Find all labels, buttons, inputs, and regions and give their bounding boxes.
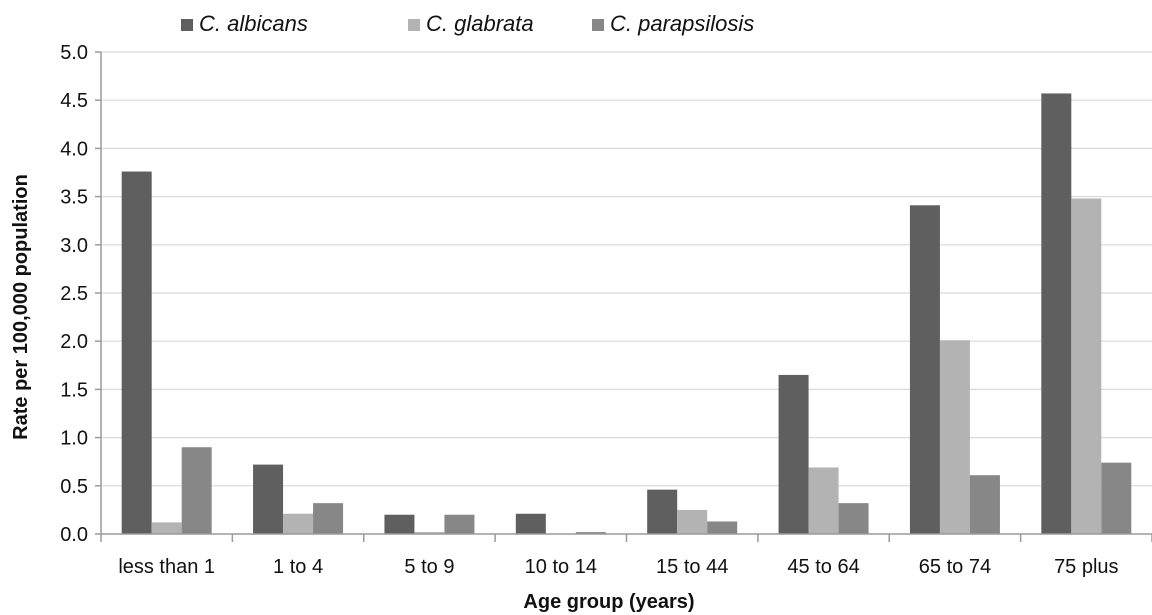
bar [647, 489, 678, 534]
x-tick-label: 65 to 74 [919, 556, 991, 578]
bar [181, 447, 212, 534]
bar [707, 521, 738, 534]
bar [939, 340, 970, 534]
y-tick-label: 3.5 [60, 187, 88, 209]
tick-labels: 0.0 0.5 1.0 1.5 2.0 2.5 3.0 3.5 4.0 4.5 5.0 less th… [60, 42, 1118, 578]
legend-item: C. parapsilosis [592, 11, 754, 36]
bar [1071, 198, 1102, 534]
bars [121, 93, 1132, 535]
y-tick-label: 3.0 [60, 235, 88, 257]
bar [283, 513, 314, 534]
y-axis-title: Rate per 100,000 population [10, 174, 32, 440]
legend-swatch [408, 19, 420, 31]
y-tick-label: 1.0 [60, 428, 88, 450]
x-tick-label: 75 plus [1054, 556, 1119, 578]
x-tick-label: less than 1 [118, 556, 215, 578]
y-tick-label: 0.5 [60, 476, 88, 498]
legend-swatch [181, 19, 193, 31]
axes [95, 51, 1152, 542]
legend-label: C. parapsilosis [610, 11, 754, 36]
bar [909, 205, 940, 534]
bar [778, 374, 809, 534]
bar [838, 503, 869, 534]
legend: C. albicans C. glabrata C. parapsilosis [181, 11, 754, 36]
x-tick-label: 10 to 14 [525, 556, 597, 578]
bar [515, 513, 546, 534]
gridlines [101, 51, 1152, 487]
y-tick-label: 4.5 [60, 90, 88, 112]
legend-label: C. glabrata [426, 11, 534, 36]
bar [414, 532, 445, 534]
y-tick-label: 2.0 [60, 331, 88, 353]
legend-item: C. glabrata [408, 11, 534, 36]
y-tick-label: 0.0 [60, 524, 88, 546]
bar [121, 171, 152, 534]
bar [1101, 462, 1132, 534]
legend-item: C. albicans [181, 11, 308, 36]
y-tick-label: 4.0 [60, 138, 88, 160]
bar [151, 522, 182, 534]
x-tick-label: 45 to 64 [787, 556, 859, 578]
x-tick-label: 1 to 4 [273, 556, 323, 578]
bar [808, 467, 839, 534]
legend-label: C. albicans [199, 11, 308, 36]
bar [313, 503, 344, 534]
legend-swatch [592, 19, 604, 31]
y-tick-label: 5.0 [60, 42, 88, 64]
bar [444, 514, 475, 534]
y-tick-label: 1.5 [60, 379, 88, 401]
bar [384, 514, 415, 534]
bar [253, 464, 284, 534]
bar [1041, 93, 1072, 535]
bar [969, 475, 1000, 534]
y-tick-label: 2.5 [60, 283, 88, 305]
bar [575, 532, 606, 534]
x-axis-title: Age group (years) [523, 591, 694, 613]
x-tick-label: 15 to 44 [656, 556, 728, 578]
bar [677, 509, 708, 534]
x-tick-label: 5 to 9 [404, 556, 454, 578]
